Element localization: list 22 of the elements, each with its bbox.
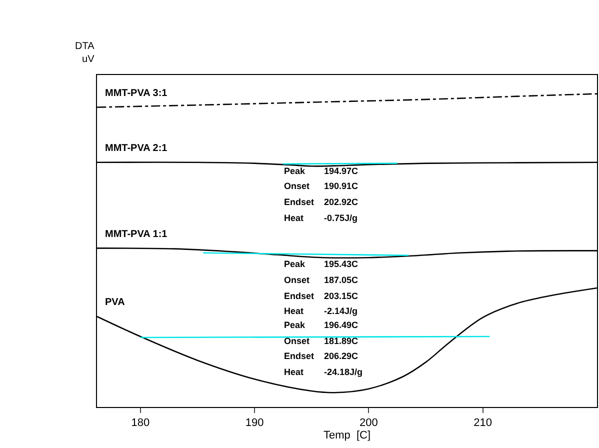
text: Heat -0.75J/g — [284, 213, 358, 223]
text: Peak 196.49C — [284, 320, 358, 330]
text: Heat -2.14J/g — [284, 306, 358, 316]
series-label: MMT-PVA 2:1 — [105, 143, 168, 154]
x-axis-title: Temp [C] — [323, 429, 371, 442]
text: Onset 181.89C — [284, 336, 358, 346]
y-axis-title: DTA uV — [75, 41, 95, 65]
text: Heat -24.18J/g — [284, 367, 363, 377]
annotation: Endset 206.29C — [284, 351, 359, 361]
text: Onset 187.05C — [284, 275, 358, 285]
series-label: MMT-PVA 3:1 — [105, 88, 168, 99]
series-label: PVA — [105, 297, 125, 308]
series-label: MMT-PVA 1:1 — [105, 229, 168, 240]
text: Peak 194.97C — [284, 166, 358, 176]
x-tick-label: 180 — [131, 417, 150, 430]
text: Peak 195.43C — [284, 259, 358, 269]
annotation: Endset 203.15C — [284, 291, 359, 301]
text: Onset 190.91C — [284, 181, 358, 191]
x-tick-label: 200 — [360, 417, 378, 430]
x-tick-label: 190 — [245, 417, 264, 430]
annotation: Endset 202.92C — [284, 197, 359, 207]
x-tick-label: 210 — [474, 417, 492, 430]
